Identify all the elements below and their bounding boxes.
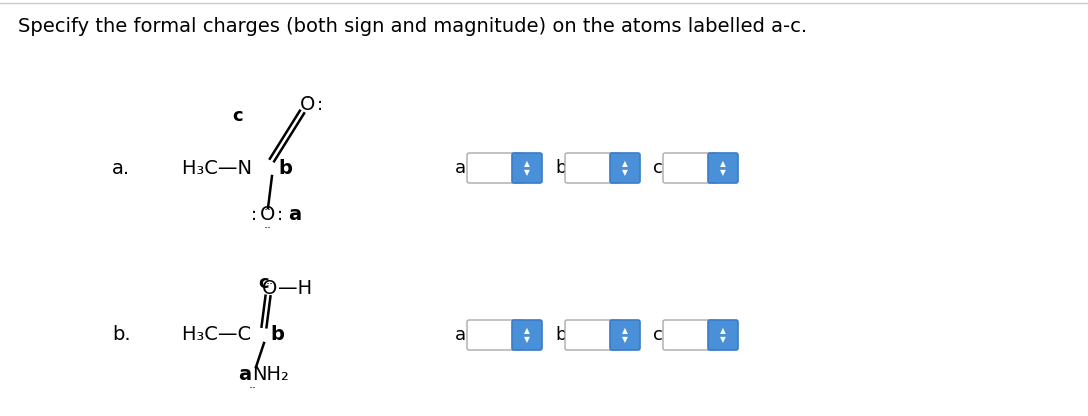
Text: ▲: ▲ — [720, 327, 726, 335]
Text: ..: .. — [265, 273, 274, 287]
Text: ▼: ▼ — [720, 168, 726, 178]
Text: O: O — [262, 278, 277, 297]
FancyBboxPatch shape — [708, 153, 738, 183]
Text: ▼: ▼ — [720, 335, 726, 344]
Text: c:: c: — [653, 326, 669, 344]
Text: H₃C—N: H₃C—N — [182, 158, 258, 178]
FancyBboxPatch shape — [610, 153, 640, 183]
Text: H₃C—C: H₃C—C — [182, 325, 258, 344]
Text: :: : — [317, 96, 323, 114]
Text: b: b — [270, 325, 284, 344]
FancyBboxPatch shape — [467, 320, 523, 350]
Text: ▼: ▼ — [524, 168, 530, 178]
Text: b: b — [279, 158, 292, 178]
Text: ▲: ▲ — [720, 159, 726, 168]
FancyBboxPatch shape — [663, 153, 719, 183]
FancyBboxPatch shape — [467, 153, 523, 183]
Text: b:: b: — [555, 159, 572, 177]
FancyBboxPatch shape — [610, 320, 640, 350]
Text: O: O — [260, 206, 275, 225]
Text: :: : — [277, 206, 283, 224]
Text: c: c — [258, 274, 269, 292]
Text: a:: a: — [455, 326, 472, 344]
FancyBboxPatch shape — [512, 153, 542, 183]
Text: c:: c: — [653, 159, 669, 177]
Text: —H: —H — [279, 278, 312, 297]
Text: ▼: ▼ — [622, 168, 628, 178]
Text: a: a — [238, 366, 251, 384]
Text: b.: b. — [112, 325, 131, 344]
Text: ▲: ▲ — [622, 327, 628, 335]
Text: :: : — [251, 206, 257, 224]
Text: Specify the formal charges (both sign and magnitude) on the atoms labelled a-c.: Specify the formal charges (both sign an… — [18, 17, 807, 35]
Text: NH₂: NH₂ — [252, 366, 289, 384]
FancyBboxPatch shape — [663, 320, 719, 350]
FancyBboxPatch shape — [708, 320, 738, 350]
Text: ..: .. — [264, 218, 272, 231]
Text: a.: a. — [112, 158, 131, 178]
Text: ▲: ▲ — [524, 327, 530, 335]
Text: ..: .. — [264, 200, 272, 213]
Text: a:: a: — [455, 159, 472, 177]
Text: ▼: ▼ — [622, 335, 628, 344]
Text: b:: b: — [555, 326, 572, 344]
Text: a: a — [288, 206, 301, 225]
Text: ..: .. — [302, 89, 311, 102]
Text: ▼: ▼ — [524, 335, 530, 344]
Text: ▲: ▲ — [622, 159, 628, 168]
Text: ▲: ▲ — [524, 159, 530, 168]
Text: c: c — [232, 107, 243, 125]
Text: O: O — [300, 96, 316, 114]
FancyBboxPatch shape — [565, 153, 621, 183]
Text: ..: .. — [249, 377, 257, 391]
FancyBboxPatch shape — [512, 320, 542, 350]
FancyBboxPatch shape — [565, 320, 621, 350]
